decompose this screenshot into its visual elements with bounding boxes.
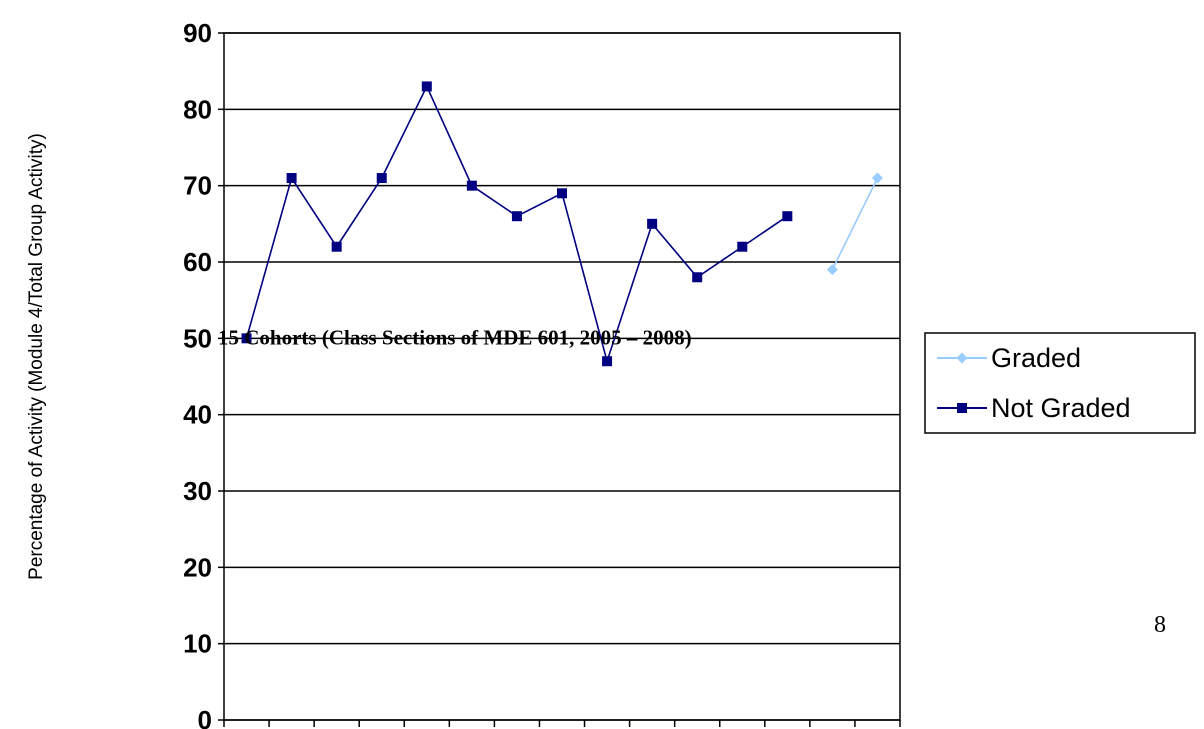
y-tick-label: 50 (183, 323, 212, 353)
y-tick-label: 0 (198, 705, 212, 729)
y-axis-tick-labels: 0 10 20 30 40 50 60 70 80 90 (183, 18, 212, 729)
data-point (602, 356, 613, 367)
legend-marker (957, 403, 967, 413)
data-point (871, 172, 883, 184)
y-tick-label: 70 (183, 171, 212, 201)
y-tick-label: 60 (183, 247, 212, 277)
y-tick-label: 90 (183, 18, 212, 48)
data-point (241, 333, 252, 344)
y-tick-label: 40 (183, 400, 212, 430)
gridlines (218, 32, 900, 721)
series-line (831, 177, 879, 270)
data-point (511, 211, 522, 222)
legend: Graded Not Graded (924, 332, 1196, 434)
data-point (782, 211, 793, 222)
data-point (376, 173, 387, 184)
data-point (692, 272, 703, 283)
y-tick-label: 20 (183, 552, 212, 582)
legend-label: Not Graded (991, 393, 1131, 423)
legend-item: Not Graded (937, 393, 1131, 423)
data-point (421, 81, 432, 92)
series-layer (241, 81, 883, 367)
y-tick-label: 10 (183, 629, 212, 659)
data-point (466, 180, 477, 191)
chart-annotation: 15 Cohorts (Class Sections of MDE 601, 2… (218, 325, 692, 349)
y-tick-label: 30 (183, 476, 212, 506)
data-point (331, 241, 342, 252)
series-graded (826, 172, 883, 276)
data-point (826, 264, 838, 276)
y-tick-label: 80 (183, 94, 212, 124)
legend-marker (956, 352, 968, 364)
data-point (557, 188, 567, 199)
series-not-graded (241, 81, 793, 367)
legend-box (924, 332, 1196, 434)
data-point (647, 218, 658, 229)
x-axis-ticks (223, 720, 901, 727)
data-point (737, 241, 748, 252)
y-axis-title: Percentage of Activity (Module 4/Total G… (26, 133, 47, 580)
page-number: 8 (1154, 612, 1166, 638)
data-point (286, 173, 297, 184)
series-line (245, 84, 788, 365)
plot-area-border (223, 32, 901, 721)
legend-item: Graded (937, 343, 1081, 373)
legend-label: Graded (991, 343, 1081, 373)
